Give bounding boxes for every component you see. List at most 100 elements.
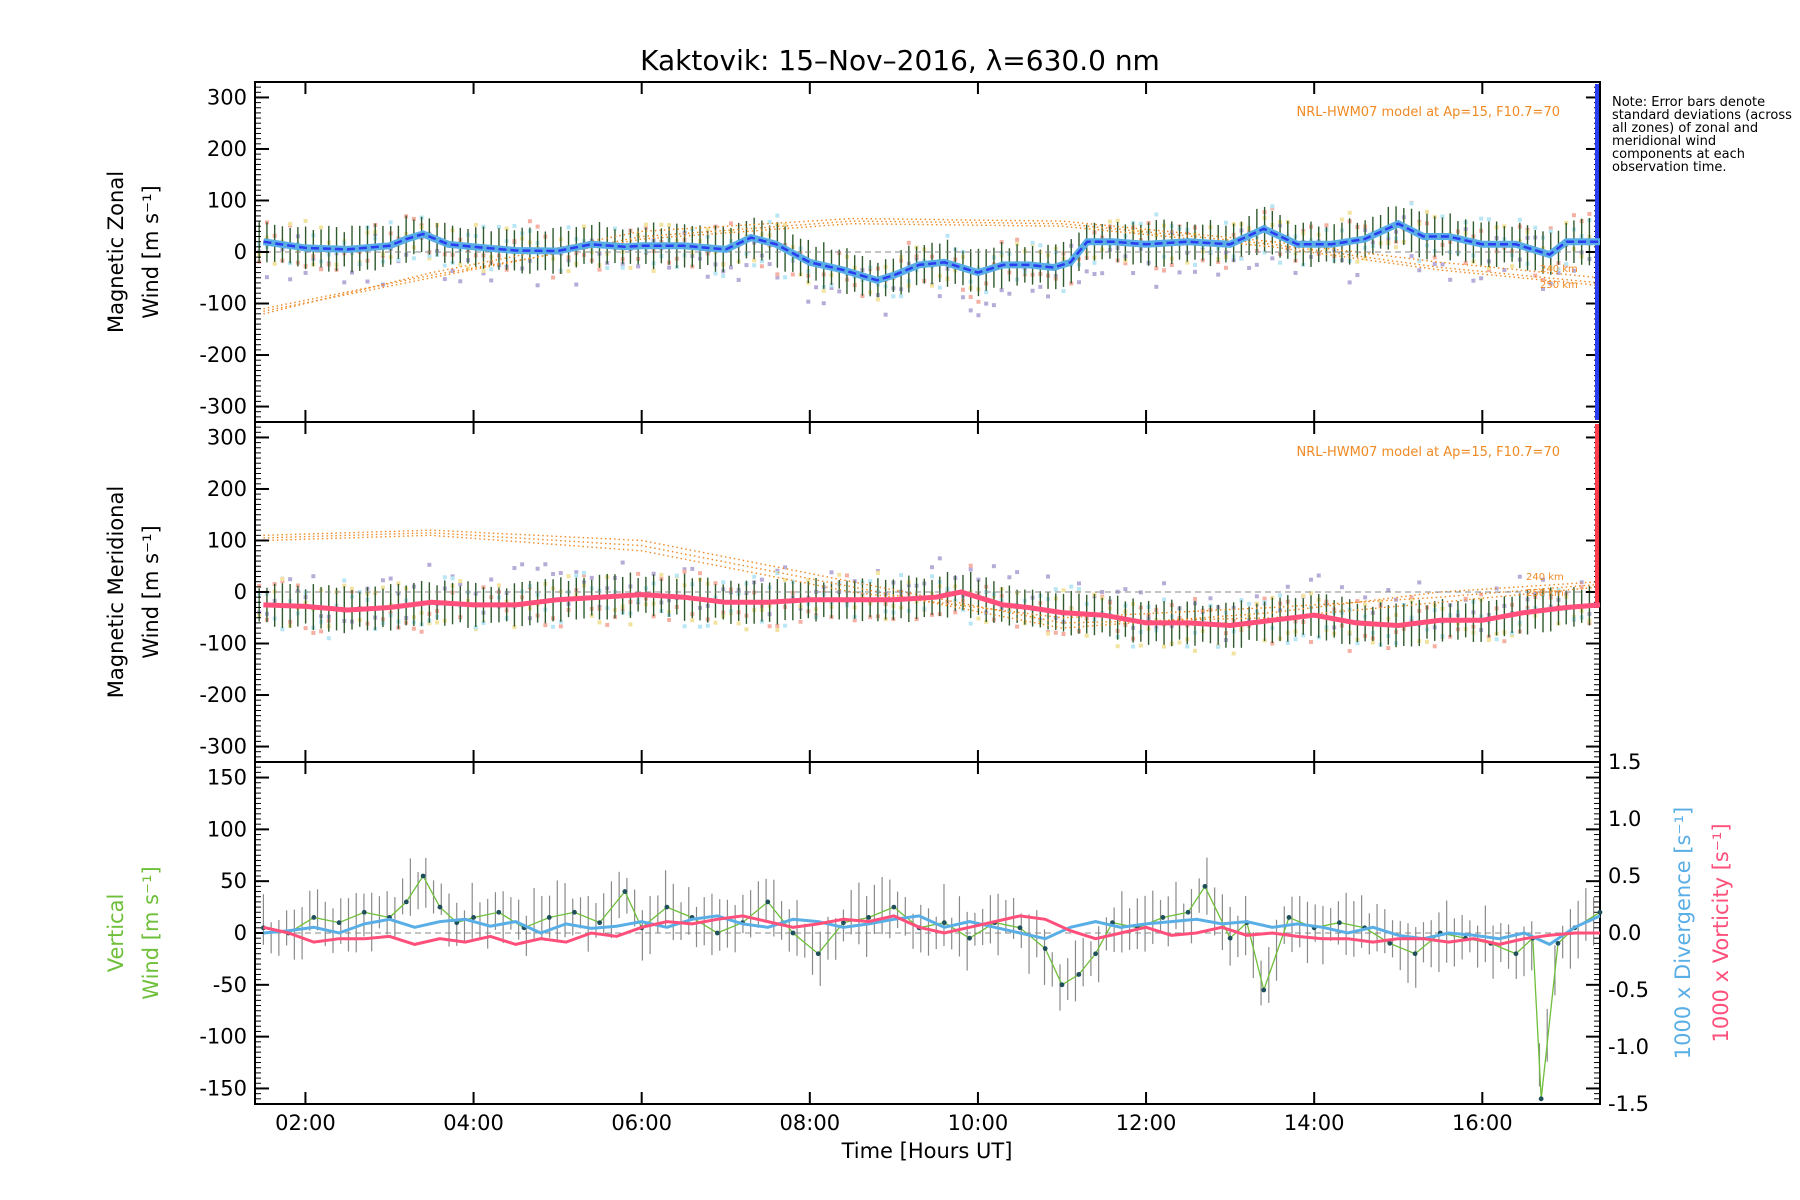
meridional-zone-point — [713, 581, 718, 586]
vertical-wind-point — [361, 909, 367, 915]
meridional-zone-point — [651, 571, 656, 576]
zonal-zone-point — [1278, 260, 1283, 265]
vertical-y2tick-label: -1.0 — [1608, 1035, 1649, 1059]
meridional-zone-point — [1363, 595, 1368, 600]
meridional-zone-point — [690, 566, 695, 571]
vertical-wind-point — [1093, 951, 1099, 957]
meridional-zone-point — [1046, 631, 1051, 636]
meridional-zone-point — [1247, 601, 1252, 606]
meridional-zone-point — [1308, 639, 1313, 644]
vertical-wind-point — [403, 899, 409, 905]
meridional-zone-point — [976, 616, 981, 621]
meridional-zone-point — [280, 577, 285, 582]
zonal-zone-point — [1015, 237, 1020, 242]
meridional-zone-point — [411, 626, 416, 631]
meridional-zone-point — [1494, 637, 1499, 642]
zonal-zone-point — [775, 275, 780, 280]
meridional-zone-point — [450, 576, 455, 581]
zonal-zone-point — [643, 225, 648, 230]
zonal-zone-point — [1448, 277, 1453, 282]
zonal-zone-point — [442, 263, 447, 268]
zonal-zone-point — [1548, 281, 1553, 286]
zonal-zone-point — [960, 287, 965, 292]
zonal-zone-point — [752, 258, 757, 263]
zonal-yticks: 300 200 100 0 -100 -200 -300 — [199, 81, 1600, 423]
meridional-zone-point — [1192, 596, 1197, 601]
zonal-zone-point — [1185, 260, 1190, 265]
zonal-zone-point — [829, 285, 834, 290]
zonal-zone-point — [1355, 273, 1360, 278]
meridional-zone-point — [744, 627, 749, 632]
meridional-zone-point — [558, 619, 563, 624]
meridional-zone-point — [837, 572, 842, 577]
vertical-ylabel-line1: Vertical — [104, 894, 128, 973]
zonal-model-altitude-1: 240 km — [1540, 264, 1578, 275]
zonal-ylabel-line1: Magnetic Zonal — [104, 171, 128, 333]
vertical-wind-point — [437, 904, 443, 910]
meridional-zone-point — [968, 621, 973, 626]
zonal-zone-point — [535, 283, 540, 288]
meridional-zone-point — [806, 578, 811, 583]
meridional-zone-point — [1231, 651, 1236, 656]
meridional-zone-point — [1162, 597, 1167, 602]
vertical-wind-point — [714, 930, 720, 936]
zonal-zone-point — [1262, 250, 1267, 255]
meridional-zone-point — [582, 573, 587, 578]
meridional-zone-point — [1138, 643, 1143, 648]
zonal-zone-point — [643, 222, 648, 227]
meridional-zone-point — [1007, 575, 1012, 580]
zonal-zone-point — [1417, 258, 1422, 263]
zonal-zone-point — [837, 289, 842, 294]
vertical-wind-point — [815, 951, 821, 957]
zonal-zone-point — [1432, 255, 1437, 260]
meridional-zone-point — [1541, 577, 1546, 582]
meridional-zone-point — [1510, 633, 1515, 638]
zonal-ytick-label: 300 — [207, 85, 247, 109]
zonal-zone-point — [1169, 263, 1174, 268]
vertical-y2tick-label: 0.5 — [1608, 864, 1641, 888]
zonal-zone-point — [1556, 270, 1561, 275]
zonal-zone-point — [883, 312, 888, 317]
zonal-zone-point — [1486, 267, 1491, 272]
zonal-zone-point — [458, 262, 463, 267]
meridional-zone-point — [1301, 593, 1306, 598]
vertical-wind-point — [471, 915, 476, 920]
meridional-zone-point — [1378, 599, 1383, 604]
meridional-zone-point — [311, 574, 316, 579]
zonal-zone-point — [411, 216, 416, 221]
vertical-wind-point — [622, 889, 628, 894]
meridional-zone-point — [1076, 587, 1081, 592]
meridional-zone-point — [551, 572, 556, 577]
zonal-zone-point — [1100, 271, 1105, 276]
meridional-zone-point — [1061, 632, 1066, 637]
meridional-zone-point — [1417, 580, 1422, 585]
meridional-zone-point — [326, 636, 331, 641]
zonal-zone-point — [288, 277, 293, 282]
zonal-zone-point — [427, 256, 432, 261]
zonal-zone-point — [1154, 284, 1159, 289]
meridional-zone-point — [682, 569, 687, 574]
zonal-zone-point — [960, 295, 965, 300]
vertical-wind-point — [572, 909, 577, 915]
zonal-zone-point — [288, 221, 293, 226]
zonal-zone-point — [651, 268, 656, 273]
vertical-wind-point — [597, 920, 603, 926]
vertical-ytick-label: -50 — [213, 973, 247, 997]
x-tick-label: 06:00 — [611, 1111, 672, 1135]
meridional-zone-point — [574, 570, 579, 575]
meridional-zone-point — [1053, 587, 1058, 592]
meridional-zone-point — [1015, 570, 1020, 575]
zonal-zone-point — [1571, 268, 1576, 273]
vertical-ytick-label: -150 — [199, 1076, 247, 1100]
vertical-ytick-label: 50 — [220, 869, 247, 893]
vertical-wind-point — [866, 915, 872, 920]
meridional-zone-point — [582, 570, 587, 575]
zonal-zone-point — [1030, 288, 1035, 293]
zonal-zone-point — [396, 257, 401, 262]
zonal-zone-point — [945, 233, 950, 238]
zonal-zone-point — [458, 279, 463, 284]
meridional-zone-point — [930, 565, 935, 570]
meridional-zone-point — [1355, 599, 1360, 604]
meridional-zone-point — [1069, 584, 1074, 589]
x-tick-label: 04:00 — [443, 1111, 504, 1135]
